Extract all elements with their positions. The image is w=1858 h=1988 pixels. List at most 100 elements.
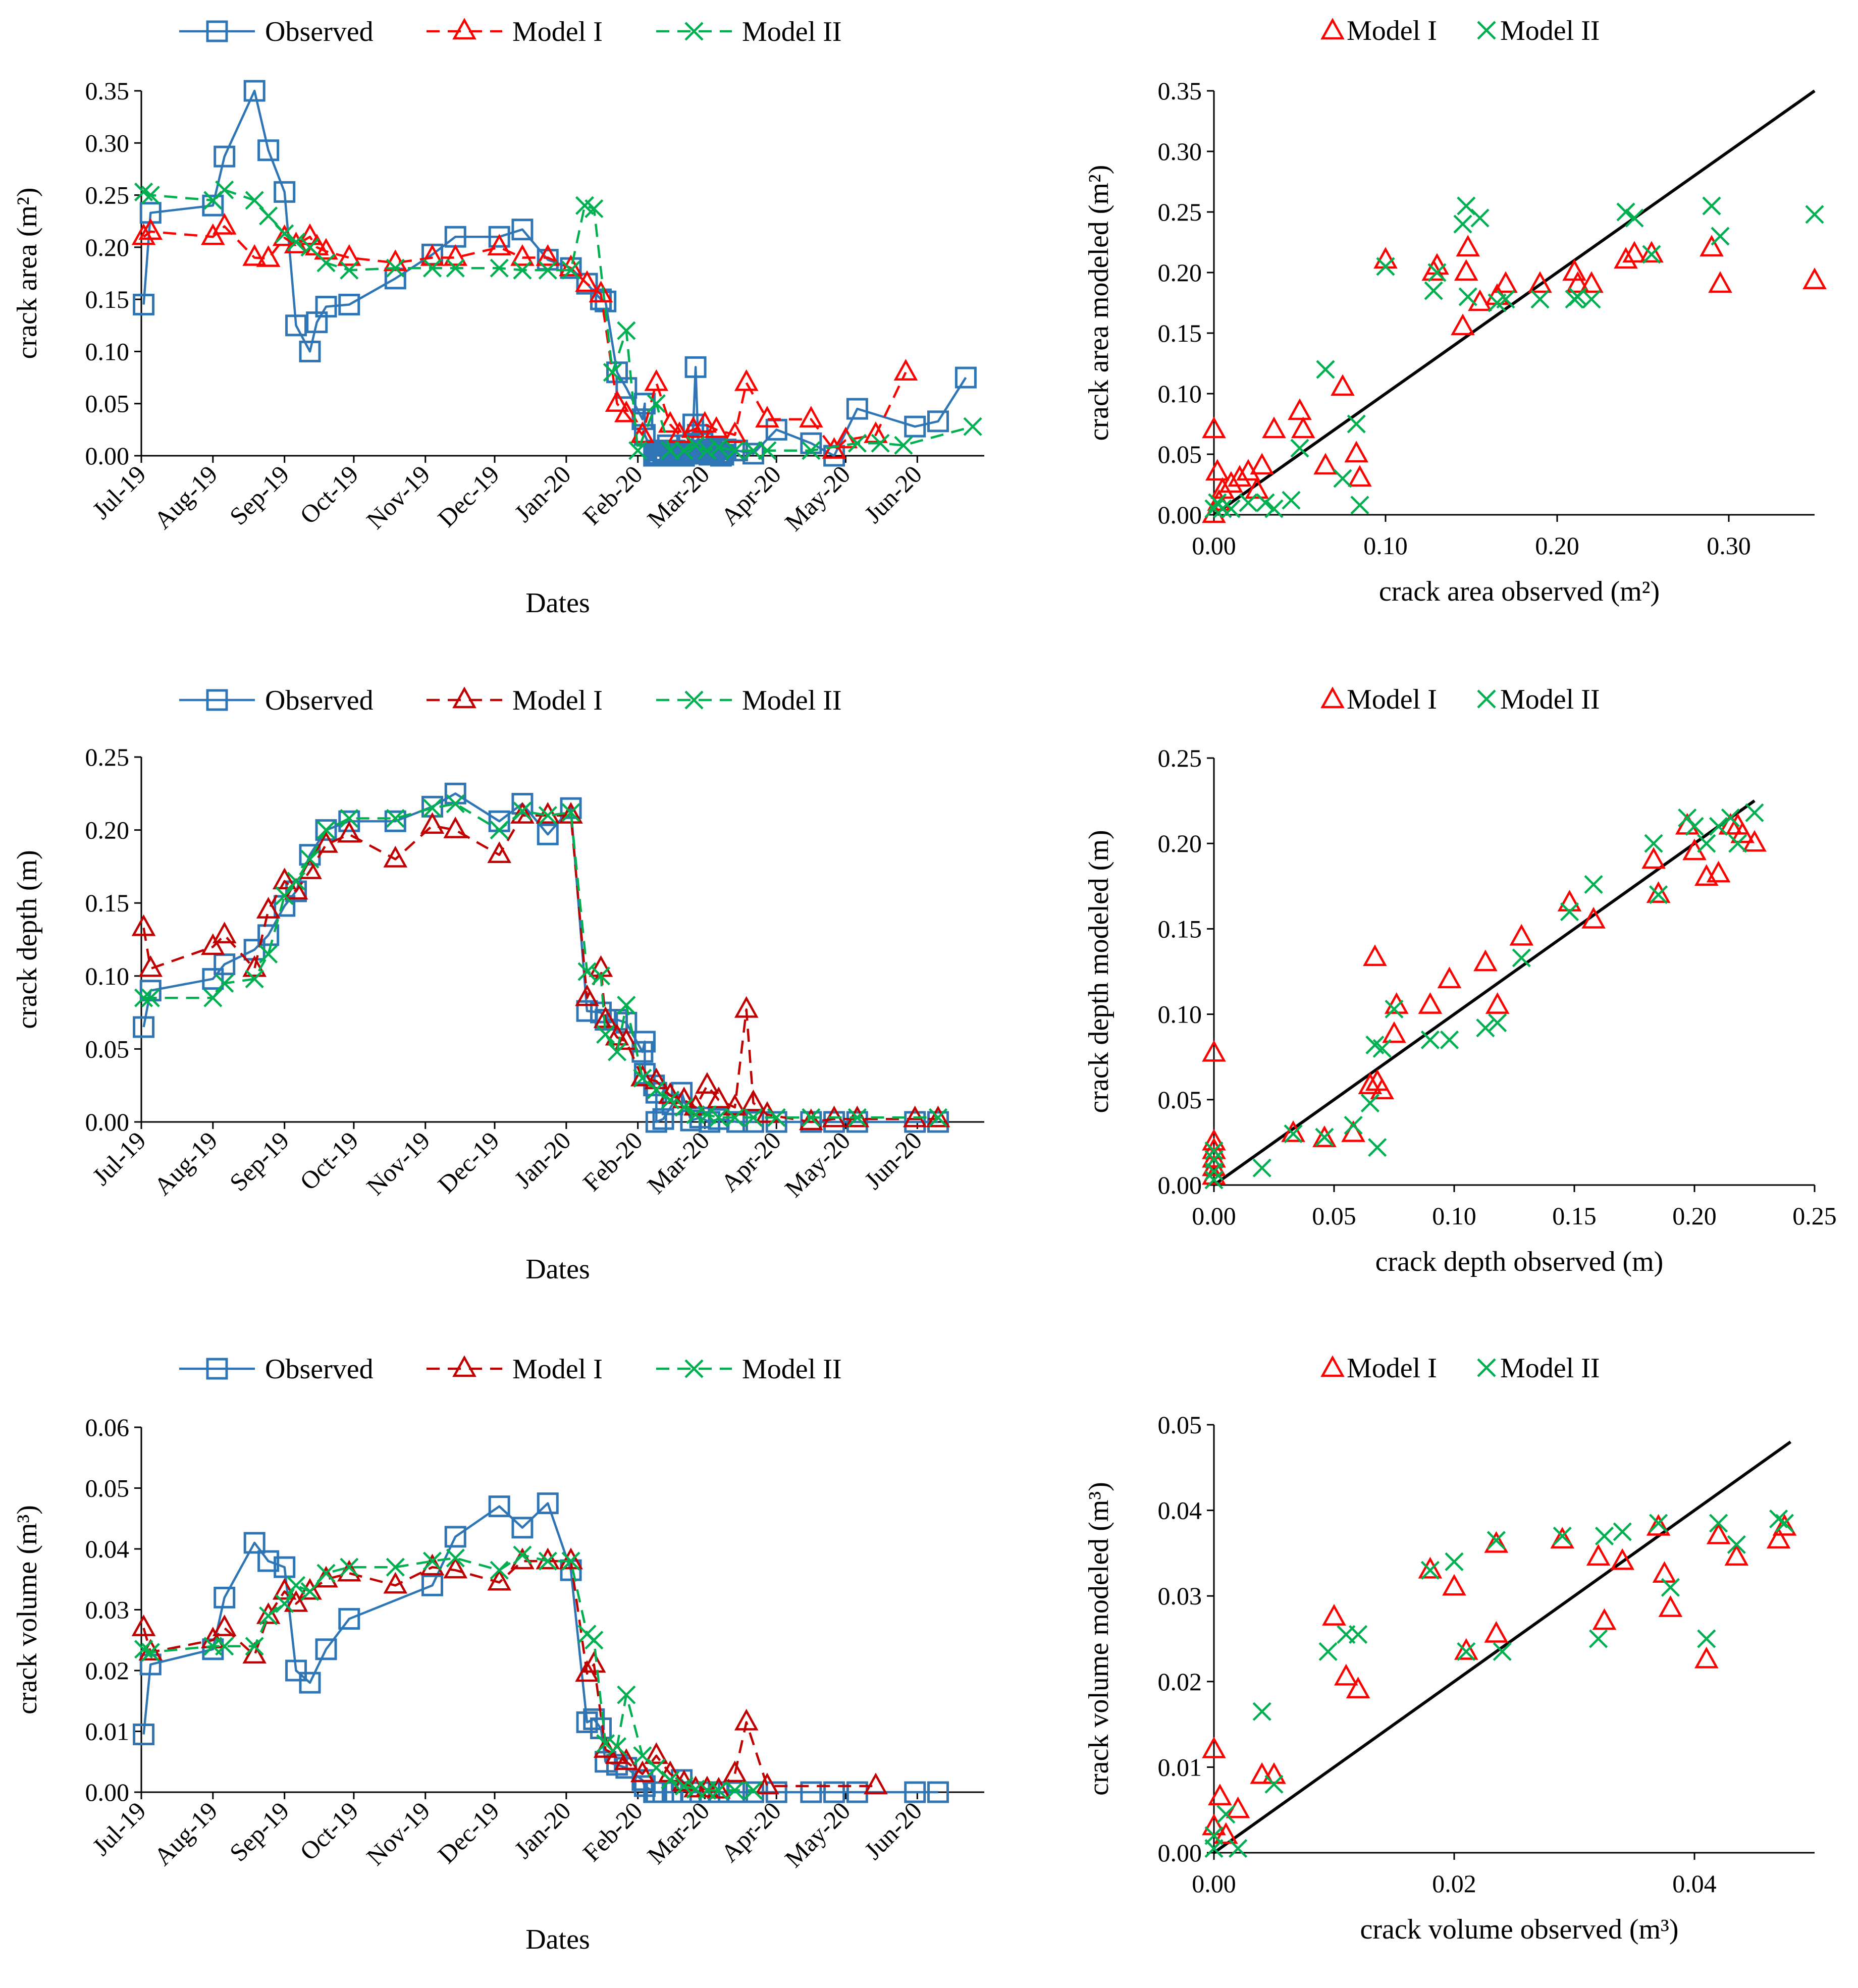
x-tick-label: Aug-19 xyxy=(148,1796,223,1871)
x-axis-title: Dates xyxy=(525,1254,590,1285)
data-point-model1 xyxy=(383,249,408,272)
scatter-point-model1 xyxy=(1202,1736,1226,1758)
data-point-model2 xyxy=(847,434,867,453)
data-point-model1 xyxy=(575,270,599,292)
scatter-point-model1 xyxy=(1614,247,1638,269)
y-tick-label: 0.15 xyxy=(1158,319,1202,347)
time-chart-volume-time: 0.000.010.020.030.040.050.06Jul-19Aug-19… xyxy=(12,1354,984,1955)
x-tick-label: Jan-20 xyxy=(509,1796,576,1864)
scatter-point-model2 xyxy=(1530,290,1550,309)
y-tick-label: 0.01 xyxy=(85,1717,130,1746)
data-point-model1 xyxy=(383,845,408,868)
scatter-point-model2 xyxy=(1711,227,1730,246)
data-point-model1 xyxy=(723,1094,747,1116)
x-tick-label: Aug-19 xyxy=(148,1126,223,1201)
data-point-observed xyxy=(927,1781,949,1803)
data-point-model1 xyxy=(893,359,918,381)
scatter-point-model2 xyxy=(1582,290,1601,309)
data-point-model1 xyxy=(644,369,669,391)
scatter-point-model2 xyxy=(1333,469,1352,488)
y-tick-label: 0.10 xyxy=(1158,1000,1202,1029)
data-point-model1 xyxy=(614,1748,639,1770)
data-point-observed xyxy=(133,293,155,315)
data-point-model1 xyxy=(614,1028,639,1050)
scatter-point-model1 xyxy=(1484,1531,1509,1553)
data-point-model1 xyxy=(559,1547,583,1570)
y-tick-label: 0.25 xyxy=(85,181,130,209)
scatter-point-model1 xyxy=(1228,465,1252,487)
scatter-point-model1 xyxy=(1334,1663,1358,1686)
data-point-model2 xyxy=(709,1781,728,1800)
data-point-observed xyxy=(338,293,360,315)
data-point-model2 xyxy=(446,1548,465,1568)
data-point-model1 xyxy=(536,244,560,266)
data-point-model1 xyxy=(131,914,156,936)
x-tick-label: Oct-19 xyxy=(294,1796,364,1866)
time-chart-area-time: 0.000.050.100.150.200.250.300.35Jul-19Au… xyxy=(12,16,984,619)
data-point-model2 xyxy=(275,886,294,905)
data-point-observed xyxy=(243,80,266,102)
data-point-model1 xyxy=(383,1572,408,1594)
scatter-point-model2 xyxy=(1376,257,1395,276)
one-to-one-line xyxy=(1213,89,1816,516)
data-point-model1 xyxy=(605,390,629,412)
x-tick-label: Nov-19 xyxy=(361,1796,436,1871)
data-point-observed xyxy=(133,1724,155,1746)
scatter-point-model1 xyxy=(1456,235,1480,257)
scatter-point-model2 xyxy=(1493,1642,1512,1661)
data-point-observed xyxy=(285,1659,307,1682)
data-point-model2 xyxy=(538,1551,557,1571)
data-point-model2 xyxy=(607,1042,627,1061)
data-point-model2 xyxy=(490,258,509,278)
scatter-point-model2 xyxy=(1553,1526,1572,1546)
scatter-point-model2 xyxy=(1496,290,1515,309)
data-point-model1 xyxy=(284,1590,308,1612)
data-point-model2 xyxy=(647,1080,666,1099)
data-point-observed xyxy=(537,1492,559,1515)
legend-label: Model I xyxy=(512,1354,603,1385)
data-point-observed xyxy=(927,1111,949,1133)
scatter-point-model1 xyxy=(1586,1544,1611,1566)
data-point-model1 xyxy=(337,244,361,266)
scatter-point-model2 xyxy=(1344,1115,1363,1135)
scatter-point-model2 xyxy=(1805,205,1824,224)
data-point-model2 xyxy=(585,199,604,219)
data-point-observed xyxy=(202,968,224,990)
data-point-model2 xyxy=(698,1105,717,1124)
data-point-model1 xyxy=(510,802,535,824)
legend-item-observed: Observed xyxy=(179,685,374,716)
data-point-model1 xyxy=(420,244,445,266)
scatter-point-model2 xyxy=(1661,1578,1680,1597)
legend-label: Model II xyxy=(742,16,842,47)
legend-item-model1: Model I xyxy=(427,16,603,47)
scatter-point-model1 xyxy=(1766,1527,1791,1549)
scatter-point-model1 xyxy=(1706,861,1731,883)
y-tick-label: 0.05 xyxy=(85,1474,130,1502)
data-point-model2 xyxy=(847,1108,867,1127)
data-point-model2 xyxy=(316,821,336,840)
scatter-point-model1 xyxy=(1579,271,1604,293)
scatter-point-model1 xyxy=(1484,1621,1509,1643)
scatter-point-model2 xyxy=(1709,817,1728,836)
data-point-observed xyxy=(315,1638,337,1660)
scatter-point-model2 xyxy=(1229,1839,1248,1858)
scatter-point-model2 xyxy=(1584,875,1603,894)
data-point-observed xyxy=(421,1574,443,1596)
scatter-point-model2 xyxy=(1347,414,1366,434)
data-point-model2 xyxy=(561,260,580,280)
data-point-model1 xyxy=(644,1067,669,1090)
y-tick-label: 0.05 xyxy=(1158,1086,1202,1114)
scatter-point-model1 xyxy=(1473,949,1498,972)
scatter-point-model2 xyxy=(1420,1030,1440,1049)
data-point-model2 xyxy=(596,1025,615,1044)
scatter-point-model2 xyxy=(1385,999,1404,1019)
y-tick-label: 0.10 xyxy=(85,337,130,365)
legend-marker xyxy=(1477,1358,1496,1377)
scatter-point-model2 xyxy=(1427,263,1447,282)
data-point-observed xyxy=(846,398,868,420)
scatter-point-model1 xyxy=(1331,374,1355,396)
x-axis-title: crack depth observed (m) xyxy=(1375,1246,1664,1277)
data-point-model2 xyxy=(490,1561,509,1580)
data-point-observed xyxy=(257,924,280,946)
